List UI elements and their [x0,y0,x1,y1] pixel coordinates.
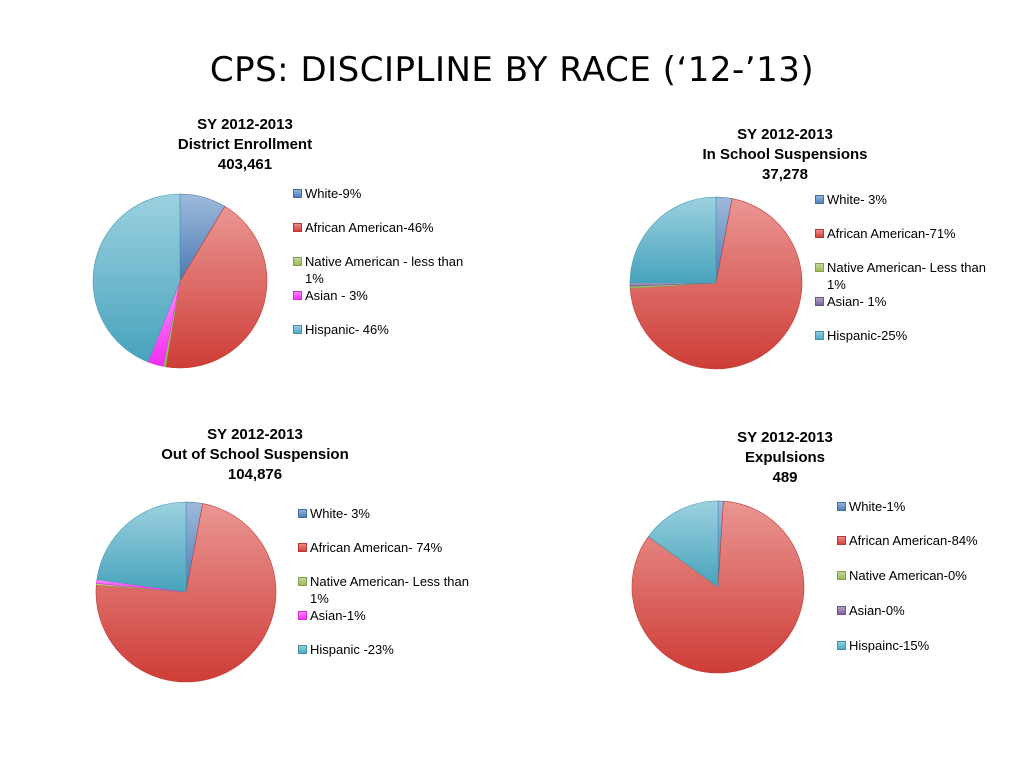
chart-title: SY 2012-2013 In School Suspensions 37,27… [680,125,890,185]
legend-label: Hispanic- 46% [305,322,389,337]
legend-swatch [293,325,302,334]
pie-chart [92,193,268,369]
pie-slice-hispanic-23 [96,501,187,593]
legend-swatch [298,543,307,552]
legend-swatch [298,645,307,654]
chart-title-line: In School Suspensions [702,146,868,163]
chart-title-line: SY 2012-2013 [207,426,303,443]
legend-label: White- 3% [827,192,887,207]
legend-label: Asian-1% [310,608,366,623]
pie-slice-hispanic-25 [629,196,717,284]
chart-title-line: SY 2012-2013 [737,429,833,446]
legend-label: White-9% [305,186,362,201]
pie-slice-hispanic-46 [92,193,181,363]
chart-title: SY 2012-2013 District Enrollment 403,461 [140,115,350,175]
pie-slice-african-american-46 [165,206,268,369]
legend-swatch [837,571,846,580]
legend-swatch [837,606,846,615]
chart-title: SY 2012-2013 Expulsions 489 [680,428,890,488]
legend-label: Hispanic-25% [827,328,908,343]
legend-swatch [815,195,824,204]
legend-swatch [298,577,307,586]
legend-swatch [293,257,302,266]
chart-panel-out-of-school-suspension: SY 2012-2013 Out of School Suspension 10… [80,425,550,725]
legend-label: White-1% [849,499,906,514]
legend-label: Native American - less than 1% [305,254,464,286]
chart-title-line: 37,278 [762,166,808,183]
legend-label: Native American- Less than 1% [827,260,986,292]
chart-panel-enrollment: SY 2012-2013 District Enrollment 403,461… [80,115,550,415]
legend-label: African American- 74% [310,540,443,555]
legend-label: Native American-0% [849,568,967,583]
slide-title: CPS: DISCIPLINE BY RACE (‘12-’13) [209,50,815,90]
legend-label: African American-46% [305,220,434,235]
legend-swatch [293,291,302,300]
chart-title-line: SY 2012-2013 [737,126,833,143]
legend-label: African American-71% [827,226,956,241]
pie-chart [631,500,805,674]
legend-label: Hispainc-15% [849,638,930,653]
legend-swatch [298,611,307,620]
legend-label: African American-84% [849,533,978,548]
chart-panel-in-school-suspensions: SY 2012-2013 In School Suspensions 37,27… [600,125,1024,425]
chart-panel-expulsions: SY 2012-2013 Expulsions 489 White-1% Afri… [600,428,1024,728]
legend-swatch [815,229,824,238]
pie-chart [629,196,803,370]
chart-title-line: Out of School Suspension [161,446,349,463]
legend-label: Asian-0% [849,603,905,618]
legend-swatch [298,509,307,518]
legend-swatch [815,297,824,306]
pie-slice-african-american-74 [95,503,277,683]
chart-title-line: 104,876 [227,466,283,483]
chart-title-line: District Enrollment [177,136,313,153]
chart-title-line: SY 2012-2013 [197,116,293,133]
legend-label: Hispanic -23% [310,642,394,657]
legend-swatch [293,189,302,198]
pie-slice-african-american-71 [629,198,803,370]
chart-title-line: 403,461 [217,156,273,173]
pie-slice-hispainc-15 [648,500,719,588]
legend-label: Asian - 3% [305,288,368,303]
legend-swatch [837,536,846,545]
legend-swatch [815,331,824,340]
legend-swatch [815,263,824,272]
legend-swatch [837,641,846,650]
legend-label: Native American- Less than 1% [310,574,469,606]
chart-title-line: Expulsions [744,449,826,466]
chart-title: SY 2012-2013 Out of School Suspension 10… [140,425,370,485]
legend-swatch [293,223,302,232]
pie-chart [95,501,277,683]
legend-swatch [837,502,846,511]
legend-label: Asian- 1% [827,294,887,309]
legend-label: White- 3% [310,506,370,521]
chart-title-line: 489 [772,469,798,486]
